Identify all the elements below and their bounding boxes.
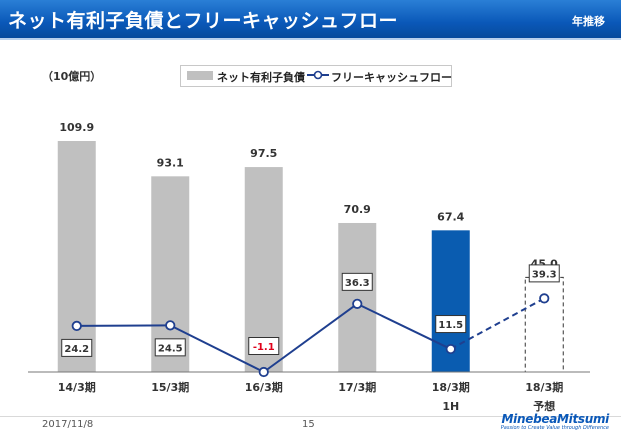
chart-legend: ネット有利子負債 フリーキャッシュフロー (180, 65, 452, 87)
fcf-value-box (341, 272, 373, 291)
logo-wordmark: MinebeaMitsumi (501, 412, 610, 426)
bar-value-label: 97.5 (250, 147, 277, 160)
category-label: 1H (442, 400, 459, 413)
category-label: 16/3期 (245, 380, 283, 394)
fcf-value-label: 24.5 (158, 343, 183, 354)
bar-value-label: 67.4 (437, 210, 464, 223)
fcf-point (445, 343, 456, 355)
bar-value-label: 93.1 (157, 156, 184, 169)
category-label: 17/3期 (338, 380, 376, 394)
fcf-value-box (61, 338, 93, 357)
bar-3 (338, 222, 377, 372)
banner-divider (0, 38, 621, 40)
legend-label-net-debt: ネット有利子負債 (217, 71, 305, 84)
fcf-point (352, 298, 363, 309)
fcf-value-label: 24.2 (64, 344, 89, 355)
bar-value-label: 109.9 (59, 121, 94, 134)
fcf-point (258, 366, 269, 378)
bar-0 (57, 141, 96, 372)
fcf-value-box (248, 337, 280, 355)
fcf-value-label: 36.3 (345, 278, 370, 289)
company-logo: MinebeaMitsumi Passion to Create Value t… (500, 412, 610, 431)
legend-bar-swatch (187, 71, 213, 80)
fcf-value-label: -1.1 (253, 342, 275, 353)
fcf-point (71, 320, 82, 332)
category-label: 予想 (533, 399, 555, 413)
fcf-point (165, 320, 176, 331)
fcf-line-segment (356, 302, 452, 350)
category-label: 18/3期 (525, 380, 563, 394)
fcf-point (539, 293, 550, 304)
bar-value-label: 70.9 (344, 203, 371, 216)
page-number: 15 (302, 419, 315, 430)
logo-tagline: Passion to Create Value through Differen… (500, 425, 609, 431)
legend-label-fcf: フリーキャッシュフロー (331, 71, 452, 84)
legend-line-swatch (307, 70, 329, 80)
fcf-value-box (154, 338, 186, 357)
title-banner: ネット有利子負債とフリーキャッシュフロー 年推移 (0, 0, 621, 38)
category-label: 15/3期 (151, 380, 189, 394)
fcf-line-segment (76, 324, 171, 327)
category-label: 18/3期 (432, 380, 470, 394)
unit-label: （10億円） (42, 70, 102, 83)
footer-divider (0, 416, 621, 417)
bar-forecast (524, 276, 564, 373)
fcf-line-forecast-segment (450, 297, 545, 350)
fcf-line-segment (169, 324, 265, 373)
fcf-line-segment (263, 303, 358, 373)
section-tag: 年推移 (572, 15, 605, 28)
category-label: 14/3期 (58, 380, 96, 394)
footer-date: 2017/11/8 (42, 419, 94, 430)
fcf-value-box (528, 264, 560, 283)
page-title: ネット有利子負債とフリーキャッシュフロー (8, 10, 399, 32)
fcf-value-box (435, 315, 467, 334)
fcf-value-label: 11.5 (438, 320, 463, 331)
fcf-value-label: 39.3 (532, 269, 557, 280)
